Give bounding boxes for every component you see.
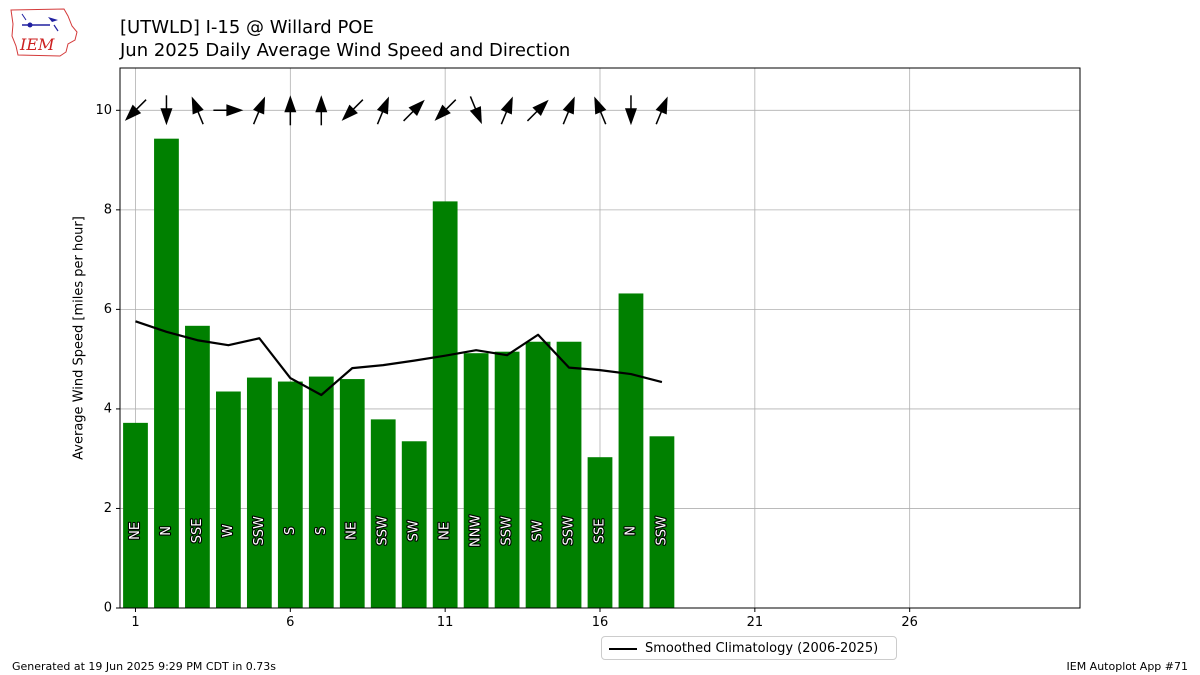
wind-arrow [160,95,173,126]
wind-arrow [341,99,364,121]
bar [432,201,458,608]
wind-arrow-head [191,96,204,115]
autoplot-footer: IEM Autoplot App #71 [1066,660,1189,673]
legend-label: Smoothed Climatology (2006-2025) [645,641,879,656]
bar [618,293,644,608]
bar [525,341,551,608]
wind-arrow [191,96,204,125]
bar [339,379,365,608]
wind-arrow-head [341,104,358,121]
x-tick-label: 11 [437,615,454,630]
chart-title: [UTWLD] I-15 @ Willard POE [120,17,374,38]
chart-legend: Smoothed Climatology (2006-2025) [601,636,897,660]
climatology-line [135,320,663,397]
bar [494,351,520,608]
x-tick-label: 1 [131,615,139,630]
bar [556,341,582,608]
wind-arrow [434,99,457,121]
wind-arrow-head [124,104,142,121]
bar [587,457,613,608]
wind-arrow [562,96,575,125]
x-tick-label: 6 [286,615,294,630]
wind-arrow-head [160,108,173,126]
direction-label: SW [531,520,546,541]
y-tick-label: 0 [104,601,112,616]
direction-label: N [623,526,638,536]
direction-label: SSE [190,518,205,543]
wind-arrow-head [284,95,297,113]
logo-text: IEM [19,35,55,54]
wind-arrow [469,96,482,125]
direction-label: SSW [376,516,391,546]
wind-arrow [124,99,147,121]
wind-arrow [526,99,549,122]
bar [185,325,210,608]
wind-arrow-head [315,95,328,113]
bar [370,419,396,608]
wind-arrow [252,96,266,125]
direction-label: NNW [469,515,484,547]
wind-arrow [213,104,244,117]
direction-label: S [314,527,329,535]
wind-arrow-head [469,106,482,125]
wind-arrow-head [655,96,668,115]
wind-arrow [624,95,637,126]
wind-arrow [594,96,607,125]
bar [277,381,303,608]
wind-arrow-head [500,96,513,115]
wind-arrow-head [532,99,549,116]
bar [154,138,179,609]
direction-label: SW [407,520,422,541]
wind-arrow-head [376,96,389,115]
bar [246,377,272,608]
direction-label: S [283,527,298,535]
y-axis-label: Average Wind Speed [miles per hour] [72,216,87,460]
y-tick-label: 2 [104,501,112,516]
x-tick-label: 26 [901,615,918,630]
direction-label: NE [128,522,143,540]
direction-label: NE [345,522,360,540]
direction-label: SSW [654,516,669,546]
wind-arrow-head [408,99,425,116]
direction-label: SSE [593,518,608,543]
bar [308,376,334,608]
direction-label: SSW [562,516,577,546]
y-tick-label: 4 [104,401,112,416]
wind-arrow-head [624,108,637,126]
wind-arrow-head [226,104,244,117]
wind-arrow [655,96,668,125]
bar [216,391,241,608]
chart-subtitle: Jun 2025 Daily Average Wind Speed and Di… [120,40,571,61]
direction-label: SSW [252,516,267,546]
direction-label: N [159,526,174,536]
generated-footer: Generated at 19 Jun 2025 9:29 PM CDT in … [12,660,277,673]
bar [649,436,675,608]
iem-logo: IEM [10,8,78,57]
wind-arrow-head [253,96,266,115]
wind-arrow-head [434,104,451,121]
legend-line-swatch [609,648,637,650]
y-tick-label: 6 [104,302,112,317]
bar [401,441,427,608]
direction-label: W [221,524,236,537]
bar [123,422,148,608]
bar [463,353,489,608]
wind-arrow [500,96,513,125]
wind-arrow [284,95,297,126]
wind-arrow-head [594,96,607,115]
direction-label: SSW [500,516,515,546]
wind-arrow [315,95,328,126]
x-tick-label: 16 [592,615,609,630]
wind-arrow [376,96,389,125]
y-tick-label: 10 [95,103,112,118]
y-tick-label: 8 [104,202,112,217]
x-tick-label: 21 [747,615,764,630]
wind-arrow-head [562,96,575,115]
wind-arrow [403,99,425,122]
direction-label: NE [438,522,453,540]
